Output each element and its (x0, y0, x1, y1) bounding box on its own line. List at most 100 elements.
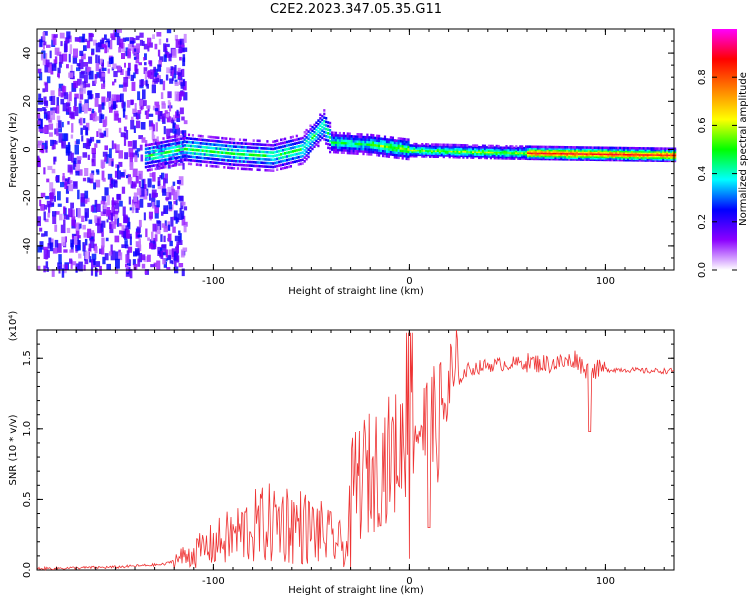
heatmap-cell (658, 148, 661, 152)
heatmap-cell (483, 153, 487, 157)
heatmap-cell (274, 158, 277, 161)
heatmap-cell (570, 153, 573, 157)
heatmap-cell (160, 166, 163, 170)
heatmap-cell (67, 121, 70, 125)
heatmap-cell (576, 150, 579, 154)
heatmap-cell (644, 148, 647, 152)
heatmap-cell (41, 233, 45, 237)
heatmap-cell (246, 164, 249, 167)
colorbar: 0.00.20.40.60.8 Normalized spectral ampl… (697, 29, 749, 278)
heatmap-cell (425, 155, 428, 158)
heatmap-cell (102, 202, 108, 207)
heatmap-cell (158, 152, 161, 155)
heatmap-cell (244, 167, 247, 171)
heatmap-cell (317, 122, 320, 126)
heatmap-cell (436, 152, 439, 155)
heatmap-cell (454, 148, 457, 151)
heatmap-cell (118, 47, 121, 53)
heatmap-cell (564, 150, 567, 154)
heatmap-cell (530, 153, 534, 156)
heatmap-cell (607, 157, 610, 160)
heatmap-cell (364, 150, 367, 153)
heatmap-cell (415, 153, 418, 156)
heatmap-cell (98, 128, 102, 136)
heatmap-cell (621, 148, 624, 151)
heatmap-cell (519, 157, 522, 160)
heatmap-cell (252, 157, 255, 160)
heatmap-cell (201, 149, 204, 152)
heatmap-cell (380, 137, 383, 140)
heatmap-cell (558, 148, 561, 152)
heatmap-cell (160, 234, 163, 242)
heatmap-cell (325, 135, 328, 138)
heatmap-cell (126, 100, 131, 108)
heatmap-cell (307, 155, 310, 159)
heatmap-cell (227, 166, 230, 169)
heatmap-cell (403, 154, 406, 158)
heatmap-cell (448, 151, 451, 154)
heatmap-cell (244, 138, 247, 142)
heatmap-cell (101, 237, 105, 248)
heatmap-cell (152, 134, 156, 140)
heatmap-cell (540, 145, 543, 149)
heatmap-cell (578, 147, 581, 151)
heatmap-cell (42, 126, 48, 134)
heatmap-cell (666, 148, 669, 152)
heatmap-cell (650, 147, 653, 150)
heatmap-cell (380, 144, 383, 148)
heatmap-cell (540, 148, 543, 152)
heatmap-cell (630, 159, 634, 162)
heatmap-cell (560, 150, 563, 153)
heatmap-cell (425, 153, 428, 157)
heatmap-cell (348, 151, 351, 155)
heatmap-cell (597, 149, 600, 152)
heatmap-cell (231, 145, 234, 148)
heatmap-cell (166, 128, 171, 137)
heatmap-cell (603, 148, 606, 151)
heatmap-cell (240, 149, 243, 152)
heatmap-cell (564, 158, 567, 161)
heatmap-cell (666, 155, 669, 158)
heatmap-cell (544, 153, 547, 156)
heatmap-cell (101, 227, 104, 237)
heatmap-cell (83, 87, 86, 94)
heatmap-cell (615, 149, 618, 153)
snr-frame (36, 329, 675, 571)
heatmap-cell (98, 104, 102, 113)
heatmap-cell (299, 159, 302, 162)
heatmap-cell (632, 148, 635, 152)
heatmap-cell (536, 153, 539, 156)
heatmap-cell (627, 158, 630, 162)
heatmap-cell (229, 148, 232, 152)
heatmap-cell (82, 242, 85, 252)
heatmap-cell (401, 147, 404, 150)
heatmap-cell (280, 160, 283, 163)
heatmap-cell (82, 152, 88, 158)
x-tick-label: 100 (596, 576, 615, 587)
heatmap-cell (179, 56, 182, 61)
heatmap-cell (307, 137, 310, 141)
heatmap-cell (338, 148, 341, 152)
heatmap-cell (356, 147, 359, 151)
heatmap-cell (470, 147, 473, 150)
heatmap-cell (368, 136, 371, 139)
heatmap-cell (258, 146, 261, 150)
heatmap-cell (538, 153, 541, 156)
heatmap-cell (632, 153, 635, 156)
heatmap-cell (552, 148, 555, 152)
heatmap-cell (317, 126, 320, 130)
heatmap-cell (356, 149, 359, 153)
heatmap-cell (352, 147, 355, 150)
heatmap-cell (163, 235, 166, 243)
heatmap-cell (423, 149, 426, 152)
heatmap-cell (264, 161, 267, 165)
heatmap-cell (182, 155, 185, 158)
heatmap-cell (599, 155, 602, 159)
heatmap-cell (360, 147, 363, 151)
heatmap-cell (128, 221, 131, 230)
heatmap-cell (523, 151, 526, 154)
heatmap-cell (489, 147, 492, 151)
heatmap-cell (617, 155, 620, 159)
heatmap-cell (258, 154, 261, 157)
heatmap-cell (383, 135, 387, 139)
